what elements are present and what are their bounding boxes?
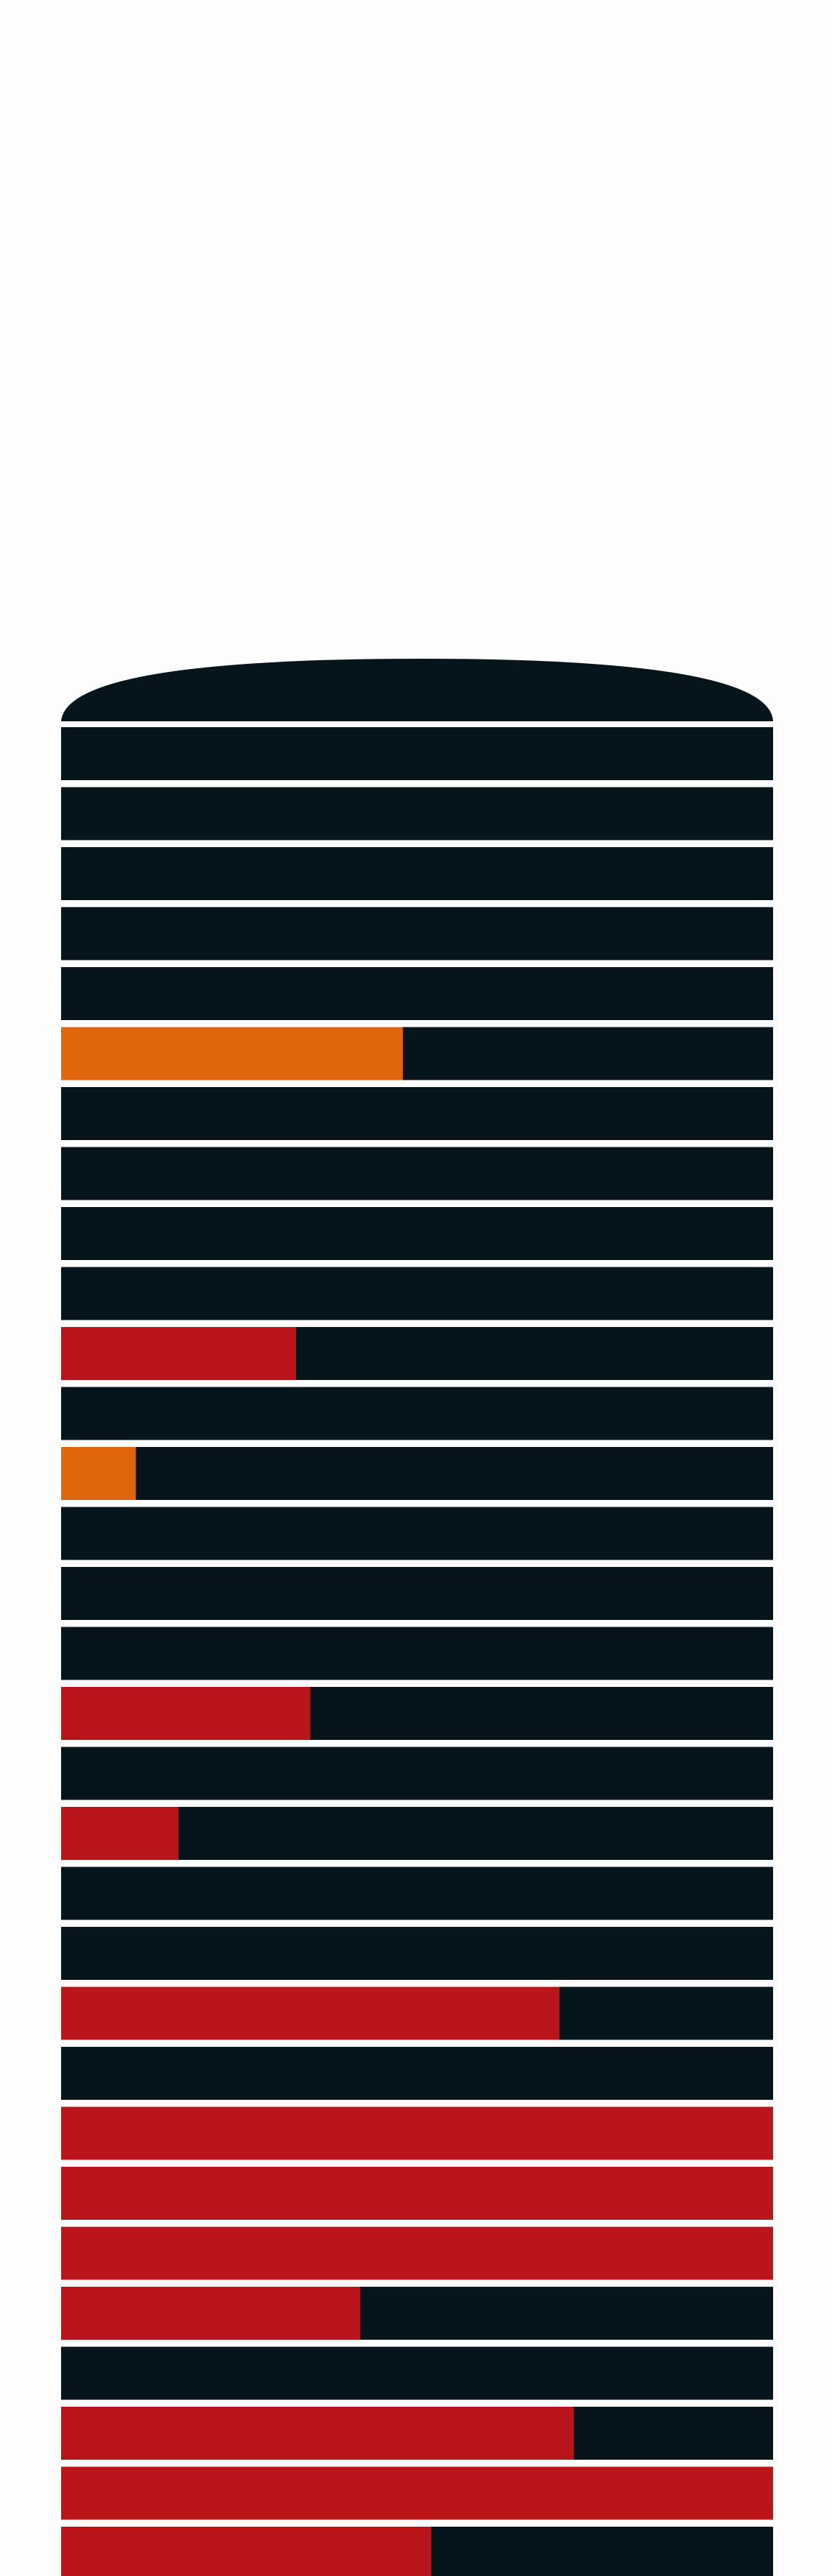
- bar-track-1: [61, 727, 773, 780]
- bar-fill-13: [61, 1447, 136, 1500]
- bar-track-13: [61, 1447, 773, 1500]
- bars-group: [61, 727, 773, 2576]
- bar-track-7: [61, 1087, 773, 1140]
- bar-track-4: [61, 907, 773, 960]
- bar-track-21: [61, 1927, 773, 1980]
- bar-fill-26: [61, 2226, 773, 2280]
- bar-track-8: [61, 1147, 773, 1200]
- top-cap: [61, 659, 773, 721]
- bar-track-15: [61, 1567, 773, 1620]
- bar-track-19: [61, 1807, 773, 1860]
- bar-track-23: [61, 2047, 773, 2100]
- bar-fill-17: [61, 1687, 311, 1740]
- bar-fill-11: [61, 1327, 297, 1380]
- bar-track-20: [61, 1866, 773, 1920]
- bar-fill-22: [61, 1986, 560, 2040]
- bar-fill-24: [61, 2106, 773, 2160]
- bar-track-9: [61, 1207, 773, 1260]
- bar-fill-6: [61, 1027, 403, 1080]
- bar-track-3: [61, 847, 773, 900]
- bar-fill-19: [61, 1807, 179, 1860]
- bar-fill-27: [61, 2287, 361, 2340]
- bar-fill-25: [61, 2167, 773, 2220]
- bar-fill-30: [61, 2466, 773, 2520]
- bar-track-5: [61, 967, 773, 1020]
- bar-track-16: [61, 1627, 773, 1680]
- bar-fill-29: [61, 2407, 574, 2460]
- bar-track-10: [61, 1267, 773, 1320]
- bar-track-28: [61, 2346, 773, 2400]
- bar-track-12: [61, 1387, 773, 1440]
- bar-track-2: [61, 787, 773, 841]
- bar-track-14: [61, 1507, 773, 1560]
- bar-track-18: [61, 1747, 773, 1800]
- bar-fill-31: [61, 2527, 431, 2576]
